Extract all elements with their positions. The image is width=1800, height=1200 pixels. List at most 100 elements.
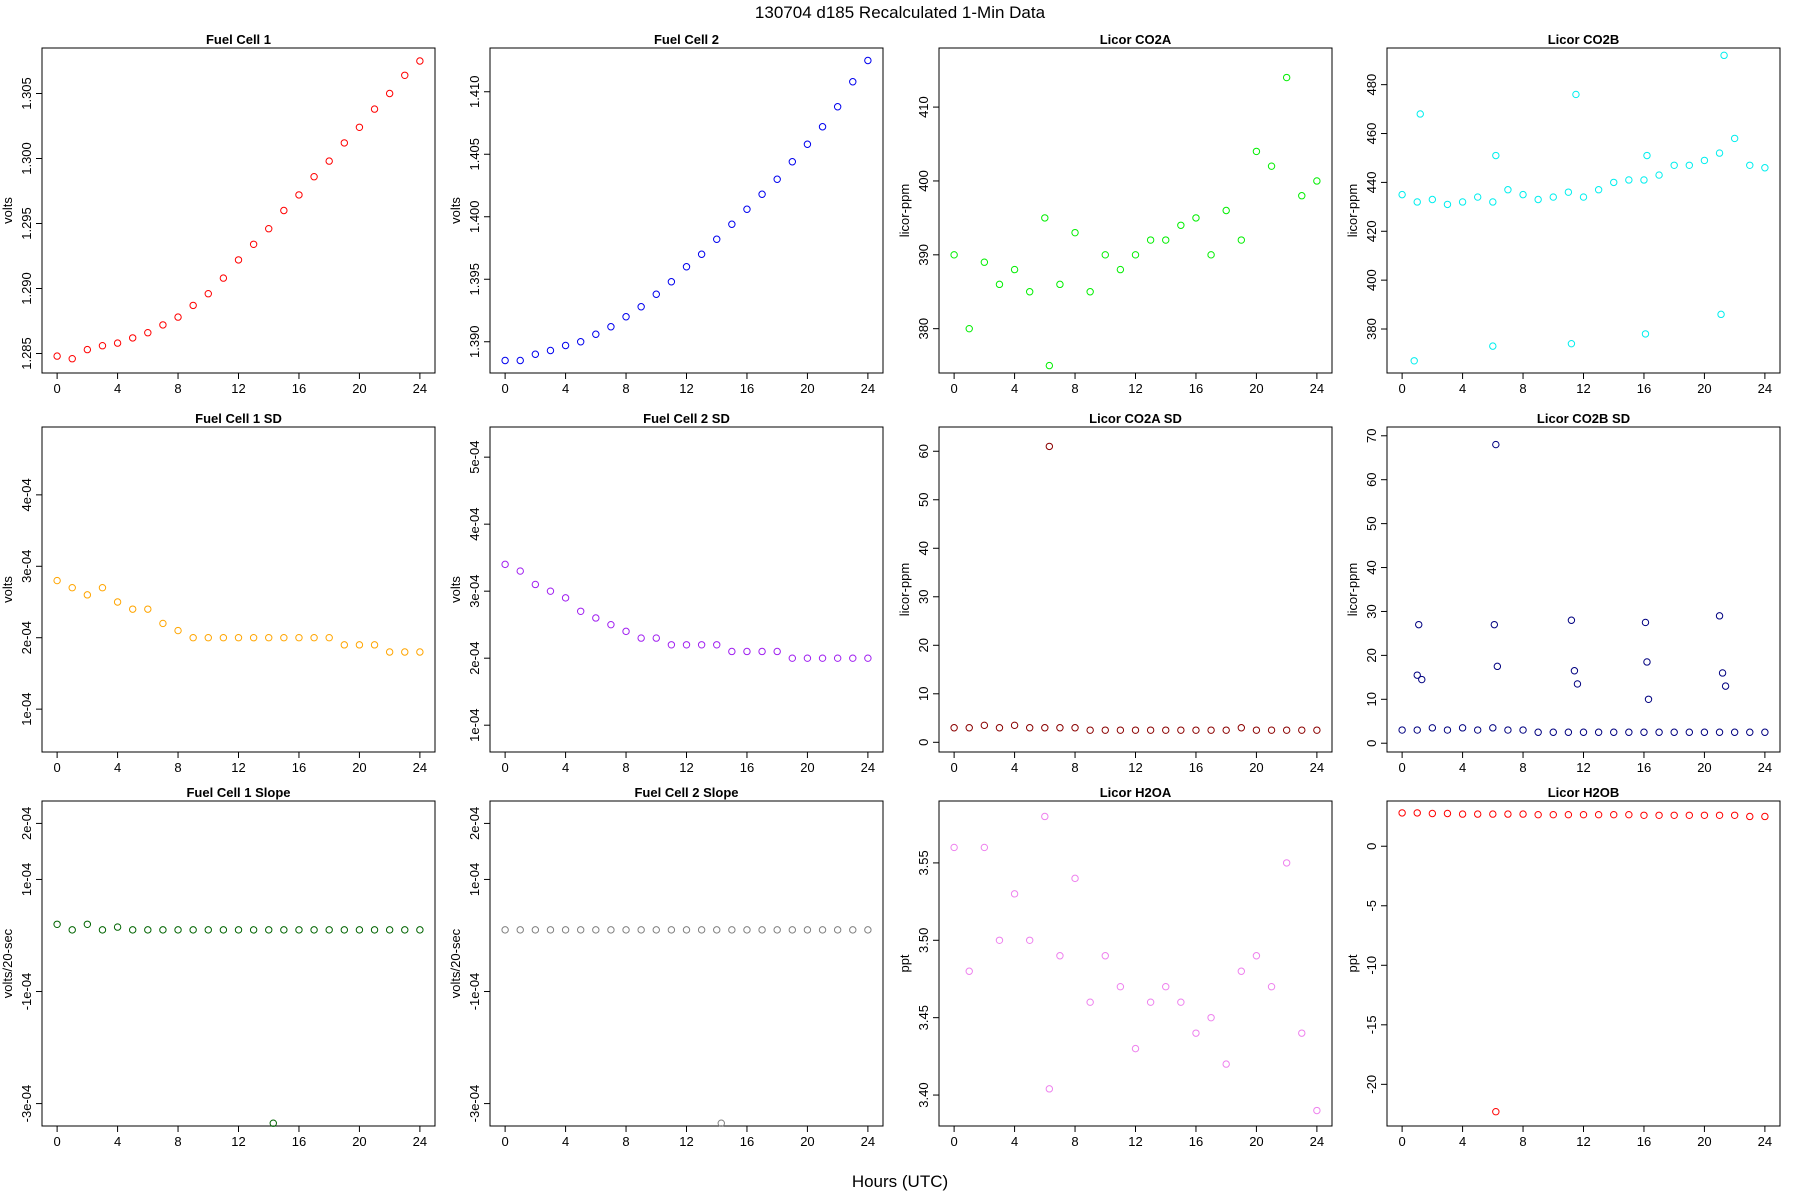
x-tick-label: 12 [1576,760,1590,775]
data-point [1489,198,1497,206]
data-point [1207,1013,1215,1022]
data-point [1579,810,1588,819]
data-point [1504,186,1512,194]
data-point [965,967,973,975]
data-point [1504,810,1512,818]
data-point [1746,161,1754,169]
y-tick-label: 2e-04 [467,642,482,675]
data-point [1207,251,1215,259]
data-point [1443,200,1452,209]
data-point [385,648,394,656]
data-point [1146,998,1155,1006]
y-tick-label: 40 [1364,560,1379,574]
y-tick-label: 3.40 [916,1082,931,1107]
data-point [1519,810,1527,818]
data-point [1282,726,1291,734]
y-tick-label: 1.305 [19,77,34,110]
x-tick-label: 4 [114,1134,121,1149]
data-point [1670,811,1678,819]
x-tick-label: 20 [1249,1134,1263,1149]
data-point [204,926,212,934]
data-point [219,926,228,934]
data-point [1715,612,1724,620]
data-point [269,1119,277,1127]
panel: Licor H2OA ppt 0 4 8 12 16 20 24 3.40 3.45 3.50 3.55 [897,785,1333,1149]
y-tick-label: 480 [1364,74,1379,96]
x-tick-label: 20 [1697,760,1711,775]
panel: Licor CO2A licor-ppm 0 4 8 12 16 20 24 380 390 400 4… [897,32,1333,396]
data-point [113,339,122,347]
x-tick-label: 20 [1697,1134,1711,1149]
x-tick-label: 12 [679,1134,693,1149]
y-tick-label: 10 [1364,692,1379,706]
x-tick-label: 12 [1128,381,1142,396]
data-point [1567,616,1576,624]
data-point [1056,280,1064,289]
data-point [249,926,258,934]
data-point [1071,874,1079,883]
y-axis-label: volts/20-sec [0,928,15,998]
data-point [995,724,1004,732]
data-point [1252,952,1261,960]
data-point [370,926,379,934]
data-point [1045,442,1054,451]
data-point [265,634,273,642]
plot-frame [1386,426,1781,753]
data-point [1625,176,1633,184]
data-point [1313,177,1321,185]
data-point [159,619,167,628]
data-point [1086,998,1094,1006]
data-point [1192,726,1200,734]
data-point [713,926,721,934]
data-point [1041,724,1049,732]
data-point [1025,936,1034,944]
y-tick-label: 1.400 [467,200,482,233]
data-point [355,123,364,132]
data-point [1237,236,1246,244]
data-point [204,634,212,642]
data-point [1489,724,1497,732]
data-point [531,350,540,358]
x-tick-label: 16 [1637,760,1651,775]
x-tick-label: 20 [800,760,814,775]
y-tick-label: 1e-04 [467,863,482,896]
data-point [743,647,751,656]
data-point [818,123,827,131]
data-point [682,641,691,649]
y-tick-label: 3e-04 [19,550,34,583]
data-point [1700,811,1709,819]
data-point [728,926,736,934]
data-points [501,56,872,365]
data-point [325,926,333,934]
data-point [622,926,630,934]
data-point [1116,265,1125,274]
panel-title: Fuel Cell 2 SD [643,411,730,426]
y-tick-label: 2e-04 [19,807,34,840]
y-axis-label: volts [0,197,15,224]
data-point [1131,726,1140,734]
plot-frame [938,800,1333,1127]
data-point [592,614,600,622]
panel-title: Licor CO2B [1548,32,1620,47]
plot-frame [41,426,436,753]
data-point [1413,671,1421,679]
data-point [1041,214,1049,222]
data-point [818,926,827,934]
data-point [83,591,92,599]
y-tick-label: -3e-04 [19,1085,34,1123]
data-point [1715,149,1724,157]
y-tick-label: 3.45 [916,1005,931,1030]
data-point [385,926,394,934]
data-point [1443,809,1452,818]
x-tick-label: 16 [292,1134,306,1149]
data-point [1131,1044,1140,1053]
data-point [1625,728,1633,736]
data-point [234,634,243,642]
y-tick-label: 60 [916,444,931,458]
data-point [713,235,721,243]
data-point [713,641,721,649]
data-point [546,926,555,934]
data-point [1761,728,1769,736]
data-point [950,724,958,732]
data-point [1730,811,1739,819]
